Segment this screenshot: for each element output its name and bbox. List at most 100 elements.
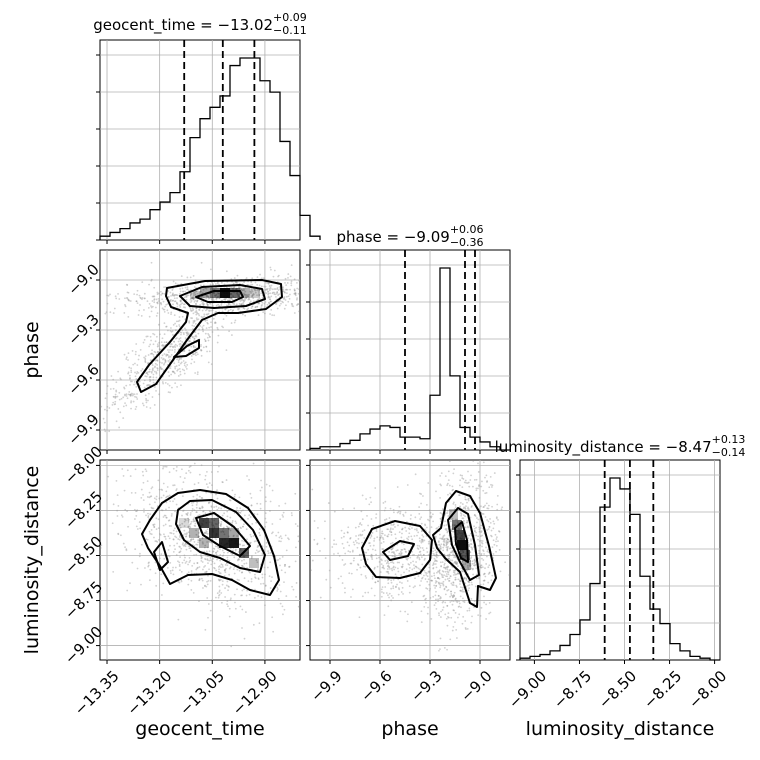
scatter-point <box>442 549 445 552</box>
scatter-point <box>215 596 217 599</box>
scatter-point <box>180 570 183 573</box>
scatter-point <box>148 315 151 318</box>
scatter-point <box>454 612 457 614</box>
scatter-point <box>409 525 411 527</box>
scatter-point <box>471 548 474 551</box>
scatter-point <box>269 587 272 589</box>
scatter-point <box>257 578 260 581</box>
scatter-point <box>281 555 284 558</box>
scatter-point <box>230 334 233 336</box>
scatter-point <box>146 496 149 498</box>
scatter-point <box>378 556 380 559</box>
scatter-point <box>140 369 143 372</box>
scatter-point <box>130 367 133 370</box>
scatter-point <box>151 352 153 355</box>
scatter-point <box>186 331 189 334</box>
scatter-point <box>490 534 492 537</box>
scatter-point <box>346 531 349 534</box>
scatter-point <box>156 364 159 366</box>
scatter-point <box>258 302 261 305</box>
scatter-point <box>153 526 156 528</box>
scatter-point <box>443 541 446 543</box>
scatter-point <box>106 406 109 408</box>
scatter-point <box>224 308 227 311</box>
scatter-point <box>420 522 423 525</box>
scatter-point <box>380 558 383 561</box>
scatter-point <box>178 581 181 584</box>
scatter-point <box>121 468 124 470</box>
scatter-point <box>143 386 146 389</box>
scatter-point <box>405 551 407 553</box>
hist-bar-phase-5 <box>360 434 370 450</box>
scatter-point <box>321 567 323 569</box>
scatter-point <box>441 574 444 577</box>
scatter-point <box>293 288 296 291</box>
scatter-point <box>399 512 402 515</box>
scatter-point <box>195 313 198 316</box>
scatter-point <box>484 504 486 507</box>
scatter-point <box>147 354 150 356</box>
scatter-point <box>447 566 450 568</box>
scatter-point <box>267 296 270 299</box>
scatter-point <box>231 520 234 522</box>
scatter-point <box>164 523 167 526</box>
scatter-point <box>269 551 272 554</box>
scatter-point <box>190 345 193 348</box>
scatter-point <box>454 562 457 565</box>
scatter-point <box>221 564 224 566</box>
scatter-point <box>466 628 469 630</box>
scatter-point <box>340 607 342 609</box>
scatter-point <box>144 357 147 360</box>
scatter-point <box>446 537 448 540</box>
scatter-point <box>390 581 393 584</box>
scatter-point <box>341 582 344 584</box>
scatter-point <box>269 300 272 303</box>
scatter-point <box>164 360 167 363</box>
scatter-point <box>478 528 481 531</box>
scatter-point <box>159 457 161 459</box>
scatter-point <box>210 326 212 328</box>
scatter-point <box>301 291 303 293</box>
scatter-point <box>146 384 149 386</box>
scatter-point <box>260 277 263 280</box>
scatter-point <box>241 298 244 301</box>
scatter-point <box>417 531 420 534</box>
scatter-point <box>433 584 436 587</box>
scatter-point <box>446 541 449 543</box>
scatter-point <box>228 567 231 570</box>
scatter-point <box>195 307 198 310</box>
scatter-point <box>391 541 394 544</box>
scatter-point <box>290 282 293 285</box>
scatter-point <box>245 277 248 279</box>
scatter-point <box>237 557 240 560</box>
scatter-point <box>209 579 212 582</box>
scatter-point <box>450 593 453 595</box>
scatter-point <box>439 483 442 486</box>
scatter-point <box>428 531 431 534</box>
scatter-point <box>443 544 446 547</box>
scatter-point <box>187 578 190 581</box>
panel-title-phase: phase = −9.09+0.06 −0.36 <box>336 223 483 249</box>
scatter-point <box>292 588 295 591</box>
scatter-point <box>493 522 496 525</box>
scatter-point <box>215 538 218 541</box>
scatter-point <box>240 509 243 512</box>
scatter-point <box>294 560 297 563</box>
scatter-point <box>188 556 191 559</box>
scatter-point <box>264 288 267 291</box>
density-bin <box>460 550 470 560</box>
scatter-point <box>437 581 440 584</box>
scatter-point <box>361 530 364 533</box>
scatter-point <box>302 300 304 302</box>
scatter-point <box>301 621 303 623</box>
scatter-point <box>388 530 391 533</box>
scatter-point <box>130 394 132 397</box>
scatter-point <box>263 285 266 288</box>
scatter-point <box>179 546 181 548</box>
scatter-point <box>210 506 213 508</box>
scatter-point <box>165 465 168 468</box>
scatter-point <box>449 492 451 495</box>
scatter-point <box>157 539 160 541</box>
scatter-point <box>409 561 412 564</box>
scatter-point <box>428 519 431 522</box>
